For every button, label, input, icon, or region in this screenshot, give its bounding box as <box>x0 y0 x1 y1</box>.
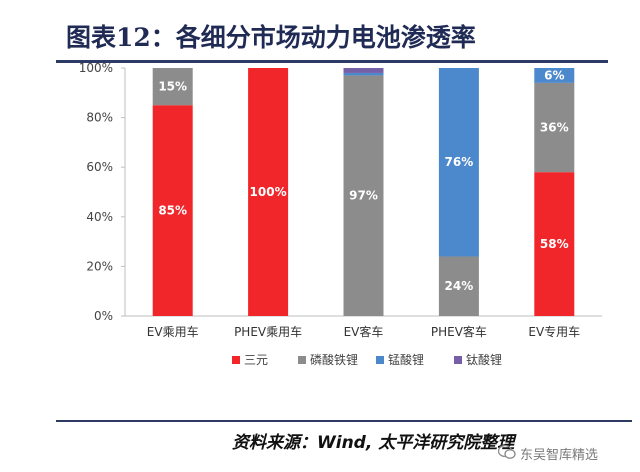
bar-segment-1 <box>248 68 289 316</box>
bar-segment-2 <box>438 256 479 316</box>
chart-title: 图表12：各细分市场动力电池渗透率 <box>66 23 476 52</box>
chat-bubble-icon <box>498 444 516 459</box>
y-tick-label: 80% <box>86 111 113 125</box>
bar-segment-2 <box>343 75 384 316</box>
data-label: 100% <box>250 185 287 199</box>
legend-label: 钛酸锂 <box>466 352 502 367</box>
legend-swatch <box>454 356 462 364</box>
x-tick-label: EV专用车 <box>528 324 580 339</box>
legend-label: 锰酸锂 <box>388 352 424 367</box>
y-tick-label: 40% <box>86 210 113 224</box>
y-tick-label: 20% <box>86 259 113 273</box>
y-tick-label: 60% <box>86 160 113 174</box>
data-label: 97% <box>349 189 378 203</box>
legend-swatch <box>376 356 384 364</box>
data-label: 6% <box>544 68 564 82</box>
title-bar: 图表12：各细分市场动力电池渗透率 <box>56 16 608 63</box>
x-tick-label: PHEV客车 <box>431 324 487 339</box>
bar-segment-3 <box>534 68 575 83</box>
bar-segment-3 <box>438 68 479 257</box>
source-note: 资料来源：Wind, 太平洋研究院整理 <box>232 433 515 453</box>
bar-segment-2 <box>152 68 193 106</box>
source-divider <box>56 420 632 422</box>
legend-swatch <box>232 356 240 364</box>
x-tick-label: EV乘用车 <box>147 324 199 339</box>
legend-label: 磷酸铁锂 <box>310 352 358 367</box>
data-label: 15% <box>158 80 187 94</box>
x-tick-label: EV客车 <box>344 324 384 339</box>
legend-label: 三元 <box>244 353 268 367</box>
bar-segment-3 <box>343 72 384 76</box>
data-label: 76% <box>445 155 474 169</box>
bar-segment-1 <box>152 105 193 316</box>
x-tick-label: PHEV乘用车 <box>234 324 302 339</box>
bar-segment-4 <box>343 68 384 73</box>
data-label: 85% <box>158 204 187 218</box>
y-tick-label: 0% <box>94 309 113 323</box>
bar-segment-1 <box>534 172 575 316</box>
stacked-bar-chart: 0% 20% 40% 60% 80% 100% 85% 15% EV乘用车 100% PHEV乘用车… <box>79 61 602 367</box>
bar-segment-2 <box>534 82 575 173</box>
data-label: 24% <box>445 279 474 293</box>
legend-swatch <box>298 356 306 364</box>
data-label: 36% <box>540 121 569 135</box>
y-tick-label: 100% <box>79 61 113 75</box>
watermark: 东吴智库精选 <box>520 448 599 463</box>
data-label: 58% <box>540 237 569 251</box>
